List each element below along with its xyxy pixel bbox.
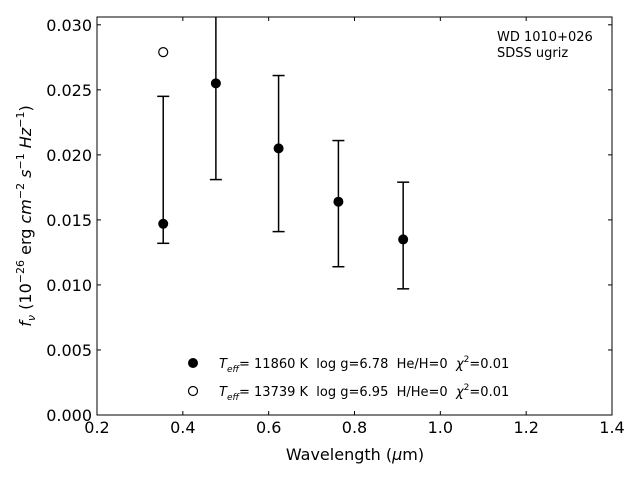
y-tick-label: 0.015 — [46, 211, 92, 230]
x-tick-label: 1.2 — [513, 418, 538, 437]
x-tick-label: 0.4 — [170, 418, 195, 437]
data-points — [158, 47, 409, 245]
data-point-filled — [333, 196, 344, 207]
y-tick-label: 0.000 — [46, 406, 92, 425]
x-tick-label: 0.2 — [84, 418, 109, 437]
y-axis: 0.000 0.005 0.010 0.015 0.020 0.025 0.030 — [46, 16, 612, 425]
y-axis-label: fν (10−26 erg cm−2 s−1 Hz−1) — [14, 105, 38, 326]
y-tick-label: 0.010 — [46, 276, 92, 295]
legend-entry-1: Teff= 11860 K log g=6.78 He/H=0 χ2=0.01 — [219, 355, 509, 375]
legend-entry-2: Teff= 13739 K log g=6.95 H/He=0 χ2=0.01 — [219, 383, 509, 403]
plot-area — [96, 16, 613, 416]
legend: Teff= 11860 K log g=6.78 He/H=0 χ2=0.01 … — [187, 355, 509, 403]
x-axis: 0.2 0.4 0.6 0.8 1.0 1.2 1.4 — [84, 17, 625, 437]
y-tick-label: 0.030 — [46, 16, 92, 35]
x-axis-label: Wavelength (μm) — [286, 445, 424, 464]
x-tick-label: 0.6 — [256, 418, 281, 437]
y-tick-label: 0.025 — [46, 81, 92, 100]
y-tick-label: 0.020 — [46, 146, 92, 165]
annotation-line-2: SDSS ugriz — [497, 46, 568, 61]
data-point-filled — [158, 218, 169, 229]
data-point-filled — [398, 234, 409, 245]
annotation-line-1: WD 1010+026 — [497, 30, 593, 45]
y-tick-label: 0.005 — [46, 341, 92, 360]
legend-marker-filled — [188, 358, 198, 368]
x-tick-label: 1.4 — [599, 418, 624, 437]
data-point-filled — [273, 143, 284, 154]
data-point-filled — [210, 78, 221, 89]
x-tick-label: 0.8 — [342, 418, 367, 437]
data-point-open — [158, 47, 169, 58]
x-tick-label: 1.0 — [428, 418, 453, 437]
legend-marker-open — [187, 385, 199, 397]
